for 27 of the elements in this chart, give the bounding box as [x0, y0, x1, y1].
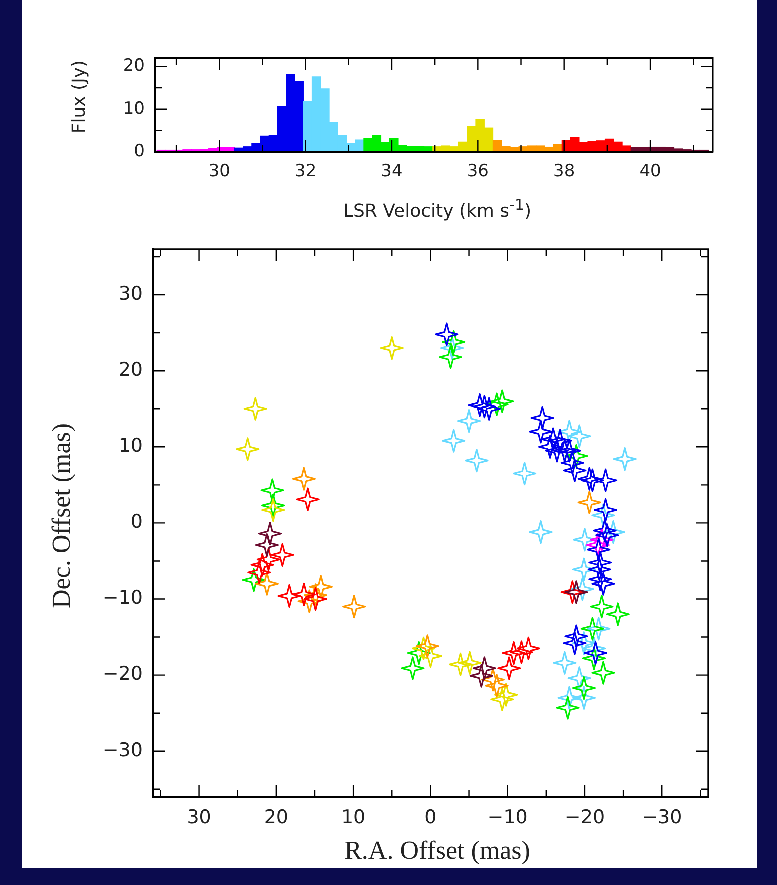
y-tick-label: 0 [134, 141, 145, 162]
x-axis-title: R.A. Offset (mas) [344, 836, 532, 866]
y-tick-label: −10 [102, 587, 143, 610]
y-tick-label: 10 [123, 98, 145, 119]
x-tick-label: 0 [424, 806, 437, 828]
x-tick-label: 20 [264, 806, 289, 828]
y-tick-label: −30 [102, 739, 143, 762]
x-tick-label: −30 [642, 806, 682, 828]
x-tick-label: 30 [187, 806, 212, 828]
y-tick-label: 20 [118, 359, 143, 382]
y-tick-label: 20 [123, 56, 145, 76]
x-tick-label: 10 [341, 806, 366, 828]
x-tick-label: 38 [554, 162, 576, 182]
y-tick-label: 0 [130, 511, 143, 534]
x-axis-title: LSR Velocity (km s$^{-1}$) [342, 196, 533, 222]
y-axis-title: Flux (Jy) [68, 59, 91, 136]
y-tick-label: 30 [118, 282, 143, 305]
x-tick-label: −20 [564, 806, 606, 828]
x-tick-label: 36 [467, 162, 489, 182]
x-tick-label: −10 [488, 806, 528, 828]
x-tick-label: 32 [294, 162, 317, 182]
x-tick-label: 30 [208, 162, 230, 182]
x-tick-label: 34 [381, 162, 403, 182]
y-tick-label: 10 [118, 435, 143, 458]
x-tick-label: 40 [640, 162, 662, 182]
y-axis-title: Dec. Offset (mas) [47, 422, 77, 611]
y-tick-label: −20 [102, 663, 143, 686]
